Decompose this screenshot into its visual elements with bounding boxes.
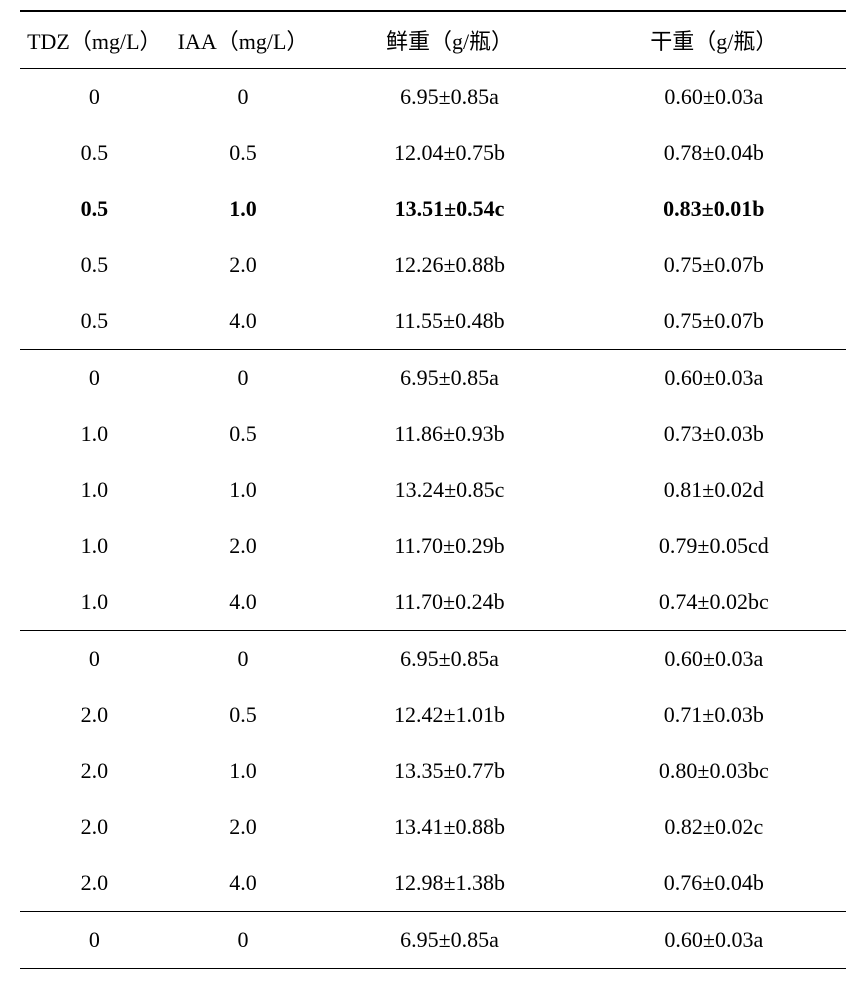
cell-fresh: 6.95±0.85a: [317, 912, 581, 969]
cell-iaa: 0.5: [169, 687, 318, 743]
cell-iaa: 1.0: [169, 462, 318, 518]
cell-dry: 0.78±0.04b: [582, 125, 846, 181]
cell-fresh: 13.24±0.85c: [317, 462, 581, 518]
cell-fresh: 13.35±0.77b: [317, 743, 581, 799]
cell-fresh: 13.41±0.88b: [317, 799, 581, 855]
cell-fresh: 12.42±1.01b: [317, 687, 581, 743]
cell-dry: 0.79±0.05cd: [582, 518, 846, 574]
col-header-iaa: IAA（mg/L）: [169, 11, 318, 69]
table-row: 006.95±0.85a0.60±0.03a: [20, 912, 846, 969]
cell-tdz: 0.5: [20, 293, 169, 350]
cell-iaa: 1.0: [169, 743, 318, 799]
table-row: 2.04.012.98±1.38b0.76±0.04b: [20, 855, 846, 912]
table-row: 0.51.013.51±0.54c0.83±0.01b: [20, 181, 846, 237]
data-table: TDZ（mg/L） IAA（mg/L） 鲜重（g/瓶） 干重（g/瓶） 006.…: [20, 10, 846, 969]
table-row: 1.02.011.70±0.29b0.79±0.05cd: [20, 518, 846, 574]
cell-dry: 0.80±0.03bc: [582, 743, 846, 799]
cell-dry: 0.75±0.07b: [582, 293, 846, 350]
cell-tdz: 0.5: [20, 125, 169, 181]
cell-tdz: 0: [20, 631, 169, 688]
cell-tdz: 2.0: [20, 687, 169, 743]
col-header-dry: 干重（g/瓶）: [582, 11, 846, 69]
cell-fresh: 6.95±0.85a: [317, 350, 581, 407]
cell-fresh: 11.55±0.48b: [317, 293, 581, 350]
cell-dry: 0.60±0.03a: [582, 69, 846, 126]
cell-iaa: 2.0: [169, 518, 318, 574]
cell-fresh: 11.86±0.93b: [317, 406, 581, 462]
col-header-fresh: 鲜重（g/瓶）: [317, 11, 581, 69]
table-row: 006.95±0.85a0.60±0.03a: [20, 69, 846, 126]
table-row: 2.00.512.42±1.01b0.71±0.03b: [20, 687, 846, 743]
cell-tdz: 1.0: [20, 574, 169, 631]
cell-dry: 0.83±0.01b: [582, 181, 846, 237]
cell-fresh: 12.26±0.88b: [317, 237, 581, 293]
cell-dry: 0.82±0.02c: [582, 799, 846, 855]
table-row: 2.02.013.41±0.88b0.82±0.02c: [20, 799, 846, 855]
cell-iaa: 0: [169, 350, 318, 407]
cell-dry: 0.60±0.03a: [582, 631, 846, 688]
cell-fresh: 12.04±0.75b: [317, 125, 581, 181]
cell-fresh: 11.70±0.29b: [317, 518, 581, 574]
table-row: 0.52.012.26±0.88b0.75±0.07b: [20, 237, 846, 293]
cell-tdz: 1.0: [20, 406, 169, 462]
cell-iaa: 0: [169, 912, 318, 969]
cell-tdz: 1.0: [20, 518, 169, 574]
cell-dry: 0.60±0.03a: [582, 350, 846, 407]
table-row: 006.95±0.85a0.60±0.03a: [20, 350, 846, 407]
cell-tdz: 0.5: [20, 181, 169, 237]
cell-dry: 0.76±0.04b: [582, 855, 846, 912]
cell-iaa: 2.0: [169, 799, 318, 855]
cell-iaa: 1.0: [169, 181, 318, 237]
cell-fresh: 12.98±1.38b: [317, 855, 581, 912]
cell-fresh: 6.95±0.85a: [317, 631, 581, 688]
cell-iaa: 0: [169, 631, 318, 688]
cell-tdz: 2.0: [20, 799, 169, 855]
cell-iaa: 4.0: [169, 293, 318, 350]
table-row: 1.01.013.24±0.85c0.81±0.02d: [20, 462, 846, 518]
cell-fresh: 13.51±0.54c: [317, 181, 581, 237]
cell-tdz: 2.0: [20, 855, 169, 912]
cell-iaa: 0.5: [169, 125, 318, 181]
cell-iaa: 0: [169, 69, 318, 126]
cell-tdz: 0: [20, 912, 169, 969]
cell-iaa: 4.0: [169, 855, 318, 912]
cell-iaa: 0.5: [169, 406, 318, 462]
cell-fresh: 11.70±0.24b: [317, 574, 581, 631]
cell-tdz: 0: [20, 350, 169, 407]
col-header-tdz: TDZ（mg/L）: [20, 11, 169, 69]
table-row: 1.04.011.70±0.24b0.74±0.02bc: [20, 574, 846, 631]
table-row: 2.01.013.35±0.77b0.80±0.03bc: [20, 743, 846, 799]
table-row: 0.50.512.04±0.75b0.78±0.04b: [20, 125, 846, 181]
cell-dry: 0.75±0.07b: [582, 237, 846, 293]
table-row: 0.54.011.55±0.48b0.75±0.07b: [20, 293, 846, 350]
table-row: 1.00.511.86±0.93b0.73±0.03b: [20, 406, 846, 462]
cell-iaa: 2.0: [169, 237, 318, 293]
cell-tdz: 0: [20, 69, 169, 126]
table-row: 006.95±0.85a0.60±0.03a: [20, 631, 846, 688]
cell-tdz: 0.5: [20, 237, 169, 293]
cell-fresh: 6.95±0.85a: [317, 69, 581, 126]
cell-dry: 0.73±0.03b: [582, 406, 846, 462]
cell-iaa: 4.0: [169, 574, 318, 631]
cell-tdz: 2.0: [20, 743, 169, 799]
cell-dry: 0.60±0.03a: [582, 912, 846, 969]
cell-dry: 0.81±0.02d: [582, 462, 846, 518]
cell-tdz: 1.0: [20, 462, 169, 518]
table-header-row: TDZ（mg/L） IAA（mg/L） 鲜重（g/瓶） 干重（g/瓶）: [20, 11, 846, 69]
cell-dry: 0.74±0.02bc: [582, 574, 846, 631]
cell-dry: 0.71±0.03b: [582, 687, 846, 743]
